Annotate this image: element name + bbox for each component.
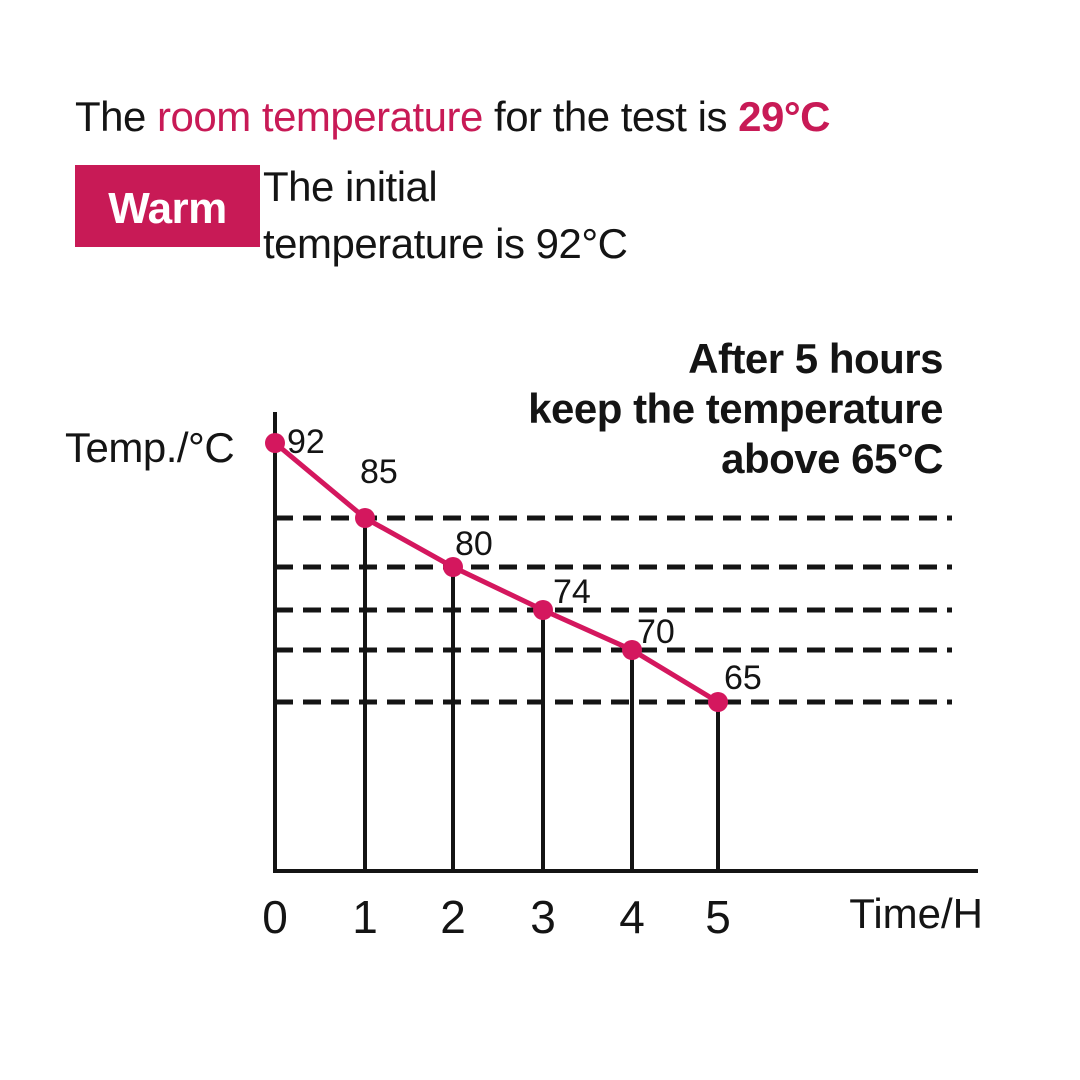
x-tick-label: 1	[352, 891, 378, 943]
x-tick-label: 2	[440, 891, 466, 943]
x-tick-label: 5	[705, 891, 731, 943]
data-point	[533, 600, 553, 620]
data-point	[708, 692, 728, 712]
x-tick-label: 0	[262, 891, 288, 943]
x-tick-label: 3	[530, 891, 556, 943]
point-value-label: 85	[360, 453, 398, 491]
warm-badge: Warm	[75, 165, 260, 247]
initial-temp-line2: temperature is 92°C	[263, 220, 628, 267]
annotation-line3: above 65°C	[721, 435, 943, 482]
page-title: The room temperature for the test is 29°…	[75, 93, 830, 141]
point-value-label: 80	[455, 525, 493, 563]
point-value-label: 65	[724, 659, 762, 697]
x-tick-label: 4	[619, 891, 645, 943]
x-axis-label: Time/H	[849, 890, 983, 937]
point-value-label: 74	[553, 573, 591, 611]
point-value-label: 92	[287, 423, 325, 461]
annotation-line1: After 5 hours	[688, 335, 943, 382]
warm-badge-label: Warm	[108, 184, 227, 233]
title-prefix: The	[75, 93, 158, 140]
data-point	[355, 508, 375, 528]
data-point	[265, 433, 285, 453]
annotation-line2: keep the temperature	[528, 385, 943, 432]
initial-temp-text: The initial temperature is 92°C	[263, 158, 628, 272]
title-highlight: room temperature	[157, 93, 483, 140]
temperature-line	[273, 441, 720, 705]
title-middle: for the test is	[482, 93, 739, 140]
title-temp-value: 29°C	[738, 93, 830, 140]
initial-temp-line1: The initial	[263, 163, 438, 210]
data-point	[443, 557, 463, 577]
chart-annotation: After 5 hours keep the temperature above…	[528, 334, 943, 484]
data-point	[622, 640, 642, 660]
y-axis-label: Temp./°C	[65, 424, 235, 471]
point-value-label: 70	[637, 613, 675, 651]
